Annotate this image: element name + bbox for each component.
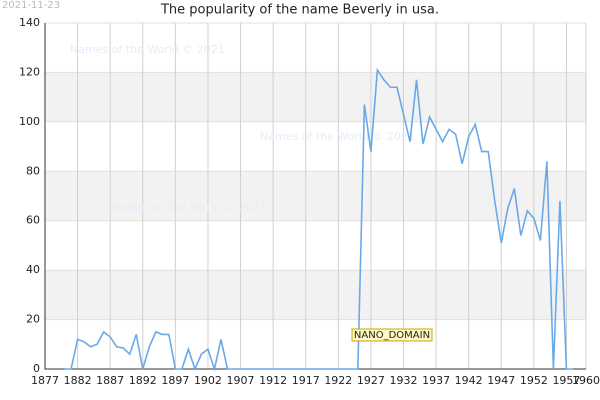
x-tick-label: 1902 [194, 374, 222, 387]
data-line [64, 67, 573, 373]
x-tick-label: 1927 [357, 374, 385, 387]
x-tick-label: 1952 [520, 374, 548, 387]
domain-label-bg [351, 328, 433, 342]
x-tick-label: 1937 [422, 374, 450, 387]
watermark: Names of the World © 2021 [260, 130, 415, 143]
x-tick-label: 1897 [161, 374, 189, 387]
watermark: Names of the World © 2021 [112, 201, 267, 214]
x-tick-label: 1922 [324, 374, 352, 387]
grid-band [45, 72, 586, 122]
grid-band [45, 270, 586, 320]
axis-frame [44, 23, 586, 370]
x-tick-label: 1882 [64, 374, 92, 387]
x-tick-label: 1947 [487, 374, 515, 387]
y-tick-label: 0 [33, 362, 40, 375]
x-tick-label: 1907 [227, 374, 255, 387]
y-tick-label: 140 [19, 16, 40, 29]
x-tick-label: 1957 [552, 374, 580, 387]
x-tick-label: 1877 [31, 374, 59, 387]
x-tick-label: 1912 [259, 374, 287, 387]
y-tick-label: 40 [26, 263, 40, 276]
x-tick-label: 1917 [292, 374, 320, 387]
y-tick-label: 120 [19, 65, 40, 78]
y-tick-label: 80 [26, 164, 40, 177]
y-tick-label: 60 [26, 214, 40, 227]
x-tick-label: 1887 [96, 374, 124, 387]
date-stamp: 2021-11-23 [2, 0, 60, 11]
x-tick-label: 1942 [455, 374, 483, 387]
y-tick-label: 100 [19, 115, 40, 128]
y-tick-label: 20 [26, 313, 40, 326]
x-tick-label: 1932 [389, 374, 417, 387]
x-tick-label: 1960 [572, 374, 600, 387]
watermark: Names of the World © 2021 [70, 43, 225, 56]
domain-label: NANO_DOMAIN [354, 330, 430, 341]
chart-title: The popularity of the name Beverly in us… [160, 3, 439, 18]
x-tick-label: 1892 [129, 374, 157, 387]
